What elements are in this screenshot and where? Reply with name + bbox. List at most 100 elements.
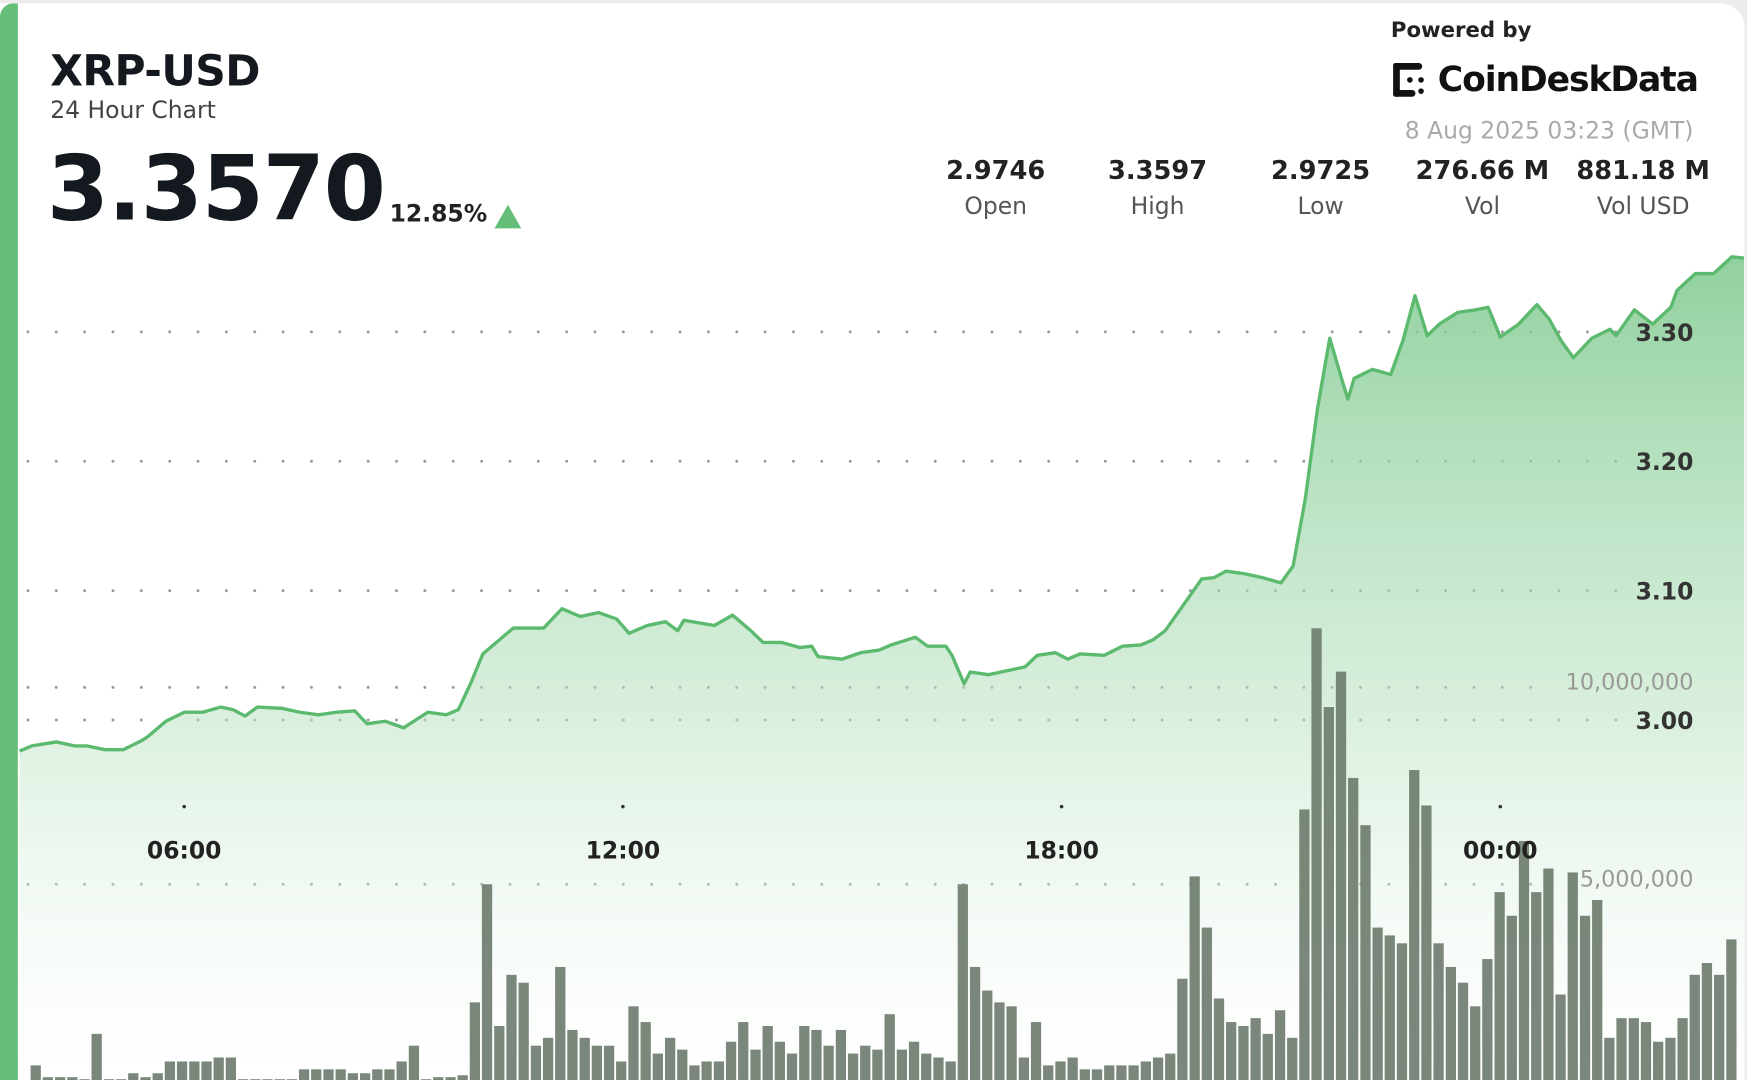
volume-bar <box>725 1041 737 1080</box>
stat-open: 2.9746 Open <box>923 156 1068 219</box>
stat-vol-usd: 881.18 M Vol USD <box>1571 156 1716 219</box>
stat-low: 2.9725 Low <box>1248 156 1393 219</box>
grid-dot <box>54 589 58 593</box>
grid-dot <box>309 330 313 334</box>
volume-bar <box>1262 1033 1273 1080</box>
volume-bar <box>1457 982 1469 1080</box>
grid-dot <box>650 589 654 593</box>
grid-dot <box>1274 459 1277 463</box>
volume-bar <box>1726 939 1737 1080</box>
volume-bar <box>1165 1053 1176 1080</box>
grid-dot <box>395 589 398 593</box>
volume-bar <box>445 1077 456 1080</box>
volume-bar <box>225 1057 236 1080</box>
volume-bar <box>1067 1057 1078 1080</box>
grid-dot <box>196 589 200 593</box>
grid-dot <box>54 685 58 689</box>
grid-dot <box>111 330 115 334</box>
grid-dot <box>650 330 654 334</box>
price-line <box>18 255 1745 753</box>
grid-dot <box>281 589 285 593</box>
grid-dot <box>1132 459 1136 463</box>
grid-dot <box>111 718 115 722</box>
volume-bar <box>1433 943 1444 1080</box>
x-tick-label: 06:00 <box>147 836 222 864</box>
grid-dot <box>735 589 739 593</box>
volume-bar <box>579 1037 590 1080</box>
grid-dot <box>706 330 710 334</box>
grid-dot <box>281 330 285 334</box>
y-tick-label: 3.30 <box>1636 319 1694 347</box>
stat-label: Open <box>964 192 1028 220</box>
grid-dot <box>792 330 795 334</box>
volume-bar <box>1494 892 1505 1080</box>
grid-dot <box>565 330 569 334</box>
grid-dot <box>1018 330 1022 334</box>
volume-bar <box>957 884 968 1080</box>
grid-dot <box>83 685 87 689</box>
stat-value: 2.9746 <box>946 156 1046 186</box>
volume-bar <box>1518 840 1530 1080</box>
volume-bar <box>335 1069 346 1080</box>
volume-bar <box>786 1053 798 1080</box>
grid-dot <box>621 459 625 463</box>
volume-bar <box>872 1049 883 1080</box>
volume-bar <box>323 1069 334 1080</box>
grid-dot <box>83 330 87 334</box>
volume-bar <box>1616 1018 1627 1080</box>
price-change-percent: 12.85% <box>389 200 488 228</box>
grid-dot <box>253 589 257 593</box>
volume-bar <box>1482 959 1493 1080</box>
grid-dot <box>168 459 172 463</box>
volume-bar <box>945 1061 956 1080</box>
grid-dot <box>338 459 342 463</box>
grid-dot <box>1103 330 1107 334</box>
grid-dot <box>1018 459 1022 463</box>
grid-dot <box>536 330 540 334</box>
grid-dot <box>423 330 427 334</box>
grid-dot <box>1217 459 1221 463</box>
chart-card: 06:00 12:00 18:00 00:00 3.30 3.20 3.10 3.00 10,0… <box>0 3 1745 1080</box>
volume-bar <box>1384 935 1395 1080</box>
grid-dot <box>423 459 427 463</box>
grid-dot <box>139 685 143 689</box>
volume-bar <box>1006 1006 1017 1080</box>
grid-dot <box>848 459 852 463</box>
chart-subtitle: 24 Hour Chart <box>50 96 216 124</box>
grid-dot <box>933 459 937 463</box>
volume-bar <box>1360 825 1371 1080</box>
volume-bar <box>530 1045 542 1080</box>
grid-dot <box>111 685 115 689</box>
volume-bar <box>396 1061 407 1080</box>
grid-dot <box>1103 459 1107 463</box>
grid-dot <box>1160 589 1164 593</box>
pair-title: XRP-USD <box>50 46 260 96</box>
grid-dot <box>480 330 484 334</box>
volume-bar <box>384 1069 395 1080</box>
grid-dot <box>877 330 880 334</box>
volume-bar <box>1604 1037 1615 1080</box>
grid-dot <box>820 589 824 593</box>
grid-dot <box>281 459 285 463</box>
grid-dot <box>763 330 767 334</box>
volume-bar <box>372 1069 383 1080</box>
grid-dot <box>933 589 937 593</box>
current-price: 3.3570 <box>46 136 386 241</box>
volume-bar <box>969 966 981 1080</box>
grid-dot <box>281 685 285 689</box>
grid-dot <box>224 459 228 463</box>
grid-dot <box>565 589 569 593</box>
grid-dot <box>593 459 597 463</box>
grid-dot <box>196 330 200 334</box>
grid-dot <box>508 330 512 334</box>
volume-bar <box>921 1053 932 1080</box>
volume-bar <box>347 1073 358 1080</box>
volume-bar <box>1323 707 1334 1080</box>
grid-dot <box>366 459 370 463</box>
grid-dot <box>168 685 172 689</box>
volume-bars <box>30 628 1737 1080</box>
grid-dot <box>395 718 398 722</box>
volume-bar <box>1640 1022 1652 1080</box>
grid-dot <box>536 459 540 463</box>
